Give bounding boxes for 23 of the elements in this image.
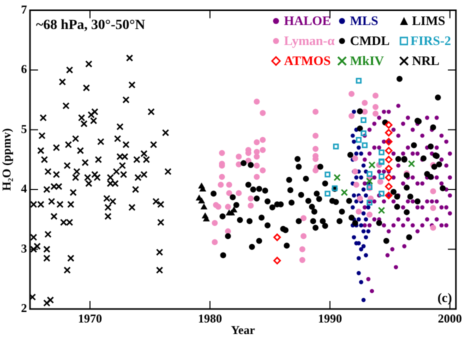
x-tick-label: 2000 (438, 311, 462, 326)
x-tick-label: 1990 (318, 311, 342, 326)
x-axis-title: Year (230, 322, 256, 337)
text: ~68 hPa, 30°-50°N (36, 18, 146, 33)
legend-label: ATMOS (284, 53, 331, 69)
legend-label: FIRS-2 (410, 33, 451, 49)
legend-label: Lyman-α (284, 33, 335, 49)
x-tick-label: 1970 (78, 311, 102, 326)
y-tick-label: 2 (21, 301, 27, 316)
legend-label: NRL (412, 53, 440, 69)
y-tick-label: 6 (21, 62, 27, 76)
legend-label: LIMS (412, 13, 446, 29)
legend-label: MLS (350, 13, 378, 29)
y-tick-label: 7 (21, 2, 27, 16)
legend-label: MkIV (350, 53, 384, 69)
legend-label: CMDL (350, 33, 390, 49)
y-tick-label: 3 (21, 241, 27, 256)
y-tick-label: 4 (21, 182, 27, 196)
y-axis-title: H₂O (ppmv) (0, 128, 14, 191)
annotation: (c) (437, 290, 452, 305)
legend-label: HALOE (284, 13, 331, 29)
x-tick-label: 1980 (198, 311, 222, 326)
y-tick-label: 5 (21, 122, 27, 136)
